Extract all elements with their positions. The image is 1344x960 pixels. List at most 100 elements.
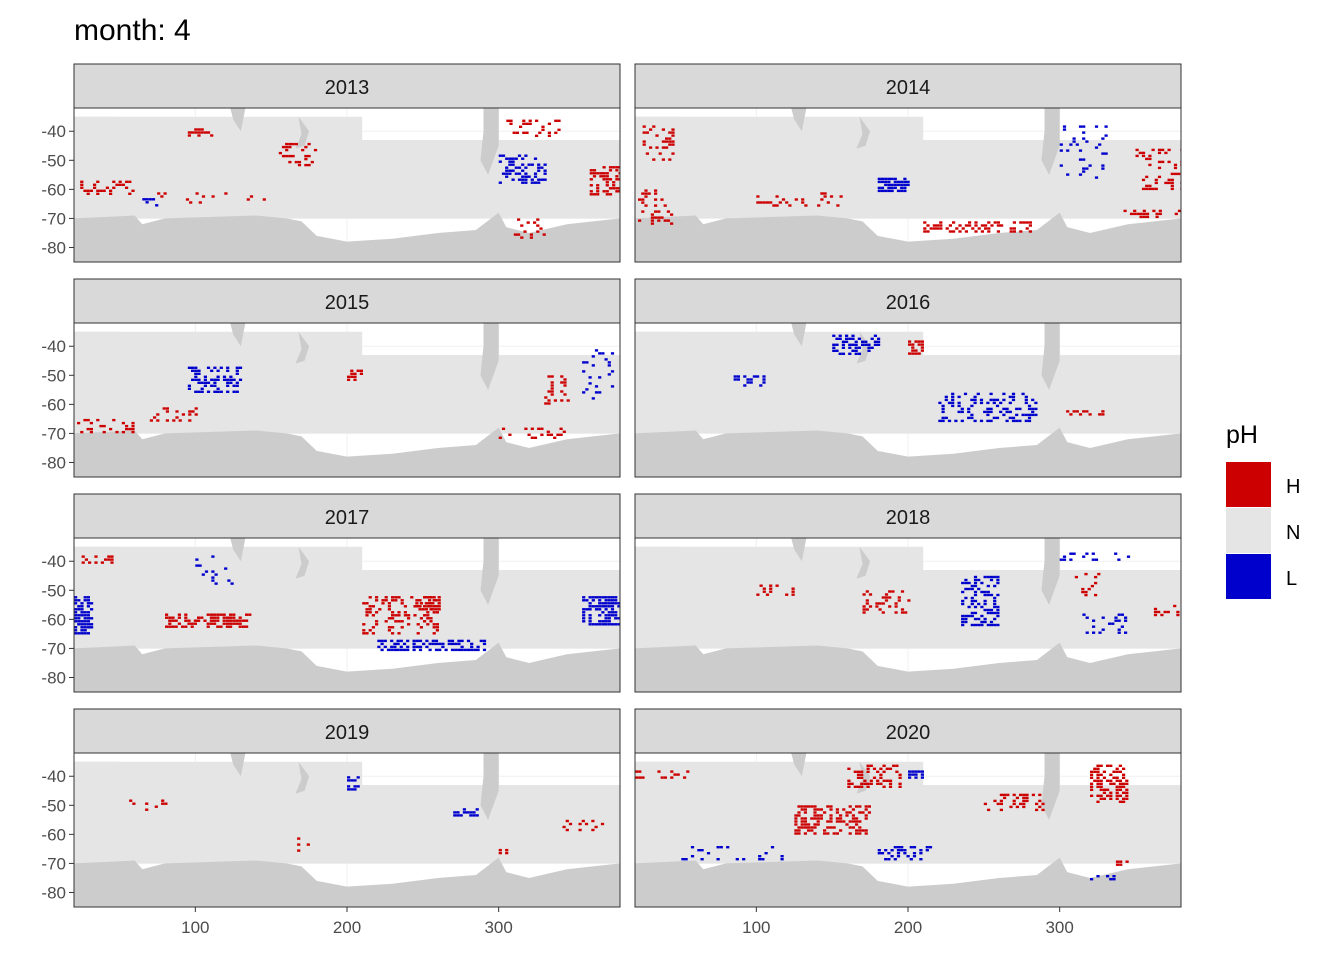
ph-cell-H xyxy=(845,811,849,814)
ph-cell-L xyxy=(598,599,602,602)
ph-cell-H xyxy=(365,602,369,605)
ph-cell-H xyxy=(866,764,870,767)
ph-cell-H xyxy=(823,832,827,835)
ph-cell-H xyxy=(884,599,889,602)
ph-cell-H xyxy=(864,805,868,808)
ph-cell-H xyxy=(297,843,301,846)
ph-cell-H xyxy=(904,611,908,614)
ph-cell-H xyxy=(608,169,613,172)
ph-cell-H xyxy=(645,131,649,134)
ph-cell-L xyxy=(1082,613,1086,616)
panel-border xyxy=(634,322,1182,478)
ph-cell-L xyxy=(610,596,615,599)
ph-cell-L xyxy=(1114,619,1118,622)
y-tick-label: -50 xyxy=(41,796,66,815)
ph-cell-L xyxy=(412,642,416,646)
ph-cell-H xyxy=(88,561,92,564)
ph-cell-L xyxy=(86,599,90,602)
ph-cell-H xyxy=(645,152,649,155)
ph-cell-H xyxy=(638,219,642,222)
ph-cell-H xyxy=(618,190,620,193)
ph-cell-L xyxy=(896,849,901,852)
ph-cell-L xyxy=(743,375,747,378)
ph-cell-H xyxy=(866,785,870,788)
ph-cell-L xyxy=(973,611,978,615)
ph-cell-H xyxy=(1038,799,1042,803)
ph-cell-L xyxy=(906,855,910,858)
ph-anomaly-cluster xyxy=(453,808,479,817)
ph-cell-L xyxy=(1031,413,1035,417)
ph-cell-L xyxy=(412,639,416,643)
ph-cell-H xyxy=(615,175,619,178)
ph-cell-L xyxy=(1088,164,1092,167)
ph-cell-L xyxy=(86,602,90,605)
ph-cell-H xyxy=(810,826,814,829)
ph-cell-L xyxy=(393,645,397,649)
ph-cell-H xyxy=(810,805,814,808)
ph-cell-H xyxy=(371,626,375,629)
ph-cell-H xyxy=(1106,788,1110,791)
ph-cell-H xyxy=(1173,163,1178,167)
ph-cell-H xyxy=(1166,610,1170,614)
ph-cell-H xyxy=(1115,794,1119,797)
ph-cell-H xyxy=(112,180,116,183)
ph-cell-L xyxy=(993,605,997,609)
ph-cell-L xyxy=(867,349,871,352)
ph-cell-H xyxy=(565,828,569,832)
ph-cell-H xyxy=(400,626,404,629)
ph-cell-L xyxy=(893,177,897,181)
facet-panel: 2018 xyxy=(634,493,1182,693)
ph-cell-L xyxy=(151,198,156,201)
facet-strip xyxy=(73,278,621,324)
ph-cell-H xyxy=(851,808,855,811)
ph-cell-H xyxy=(165,625,169,628)
ph-cell-H xyxy=(428,599,432,602)
ph-cell-L xyxy=(733,378,737,381)
ph-cell-L xyxy=(393,642,397,646)
ph-cell-L xyxy=(197,390,201,393)
ph-cell-H xyxy=(96,192,100,195)
ph-cell-L xyxy=(598,602,602,605)
ph-anomaly-cluster xyxy=(638,189,674,225)
ph-cell-H xyxy=(400,620,404,623)
ph-cell-H xyxy=(1115,863,1120,866)
ph-cell-H xyxy=(99,189,103,192)
ph-cell-H xyxy=(816,808,820,811)
ph-anomaly-cluster xyxy=(582,596,620,626)
ph-cell-L xyxy=(977,587,981,591)
ph-cell-H xyxy=(829,808,833,811)
ph-cell-H xyxy=(213,622,217,625)
ph-anomaly-cluster xyxy=(415,596,441,611)
ph-cell-L xyxy=(235,390,239,393)
ph-cell-H xyxy=(826,826,830,829)
ph-cell-H xyxy=(618,178,620,181)
ph-cell-L xyxy=(585,599,589,602)
ph-cell-H xyxy=(187,134,191,137)
ph-cell-H xyxy=(983,802,987,806)
ph-cell-H xyxy=(813,811,817,814)
ph-anomaly-cluster xyxy=(80,180,135,195)
ph-cell-L xyxy=(970,404,974,408)
ph-cell-H xyxy=(432,596,436,599)
ph-cell-H xyxy=(584,822,589,826)
ph-anomaly-cluster xyxy=(498,154,547,184)
ph-cell-H xyxy=(529,236,533,239)
ph-cell-L xyxy=(941,404,945,408)
ph-cell-H xyxy=(1109,779,1113,782)
ph-cell-L xyxy=(1008,416,1012,420)
ph-cell-H xyxy=(794,817,798,820)
ph-cell-L xyxy=(1108,622,1112,625)
ph-cell-H xyxy=(89,430,93,434)
ph-cell-H xyxy=(1069,413,1073,416)
ph-cell-H xyxy=(387,626,391,629)
ph-cell-L xyxy=(90,608,94,611)
ph-cell-L xyxy=(877,849,881,852)
ph-cell-H xyxy=(1102,770,1106,773)
ph-cell-L xyxy=(848,337,852,340)
ph-cell-L xyxy=(530,181,534,184)
ph-cell-H xyxy=(368,611,372,614)
ph-cell-L xyxy=(86,611,90,614)
ph-anomaly-cluster xyxy=(582,349,615,400)
ph-cell-H xyxy=(1122,797,1126,800)
ph-cell-L xyxy=(986,401,990,405)
